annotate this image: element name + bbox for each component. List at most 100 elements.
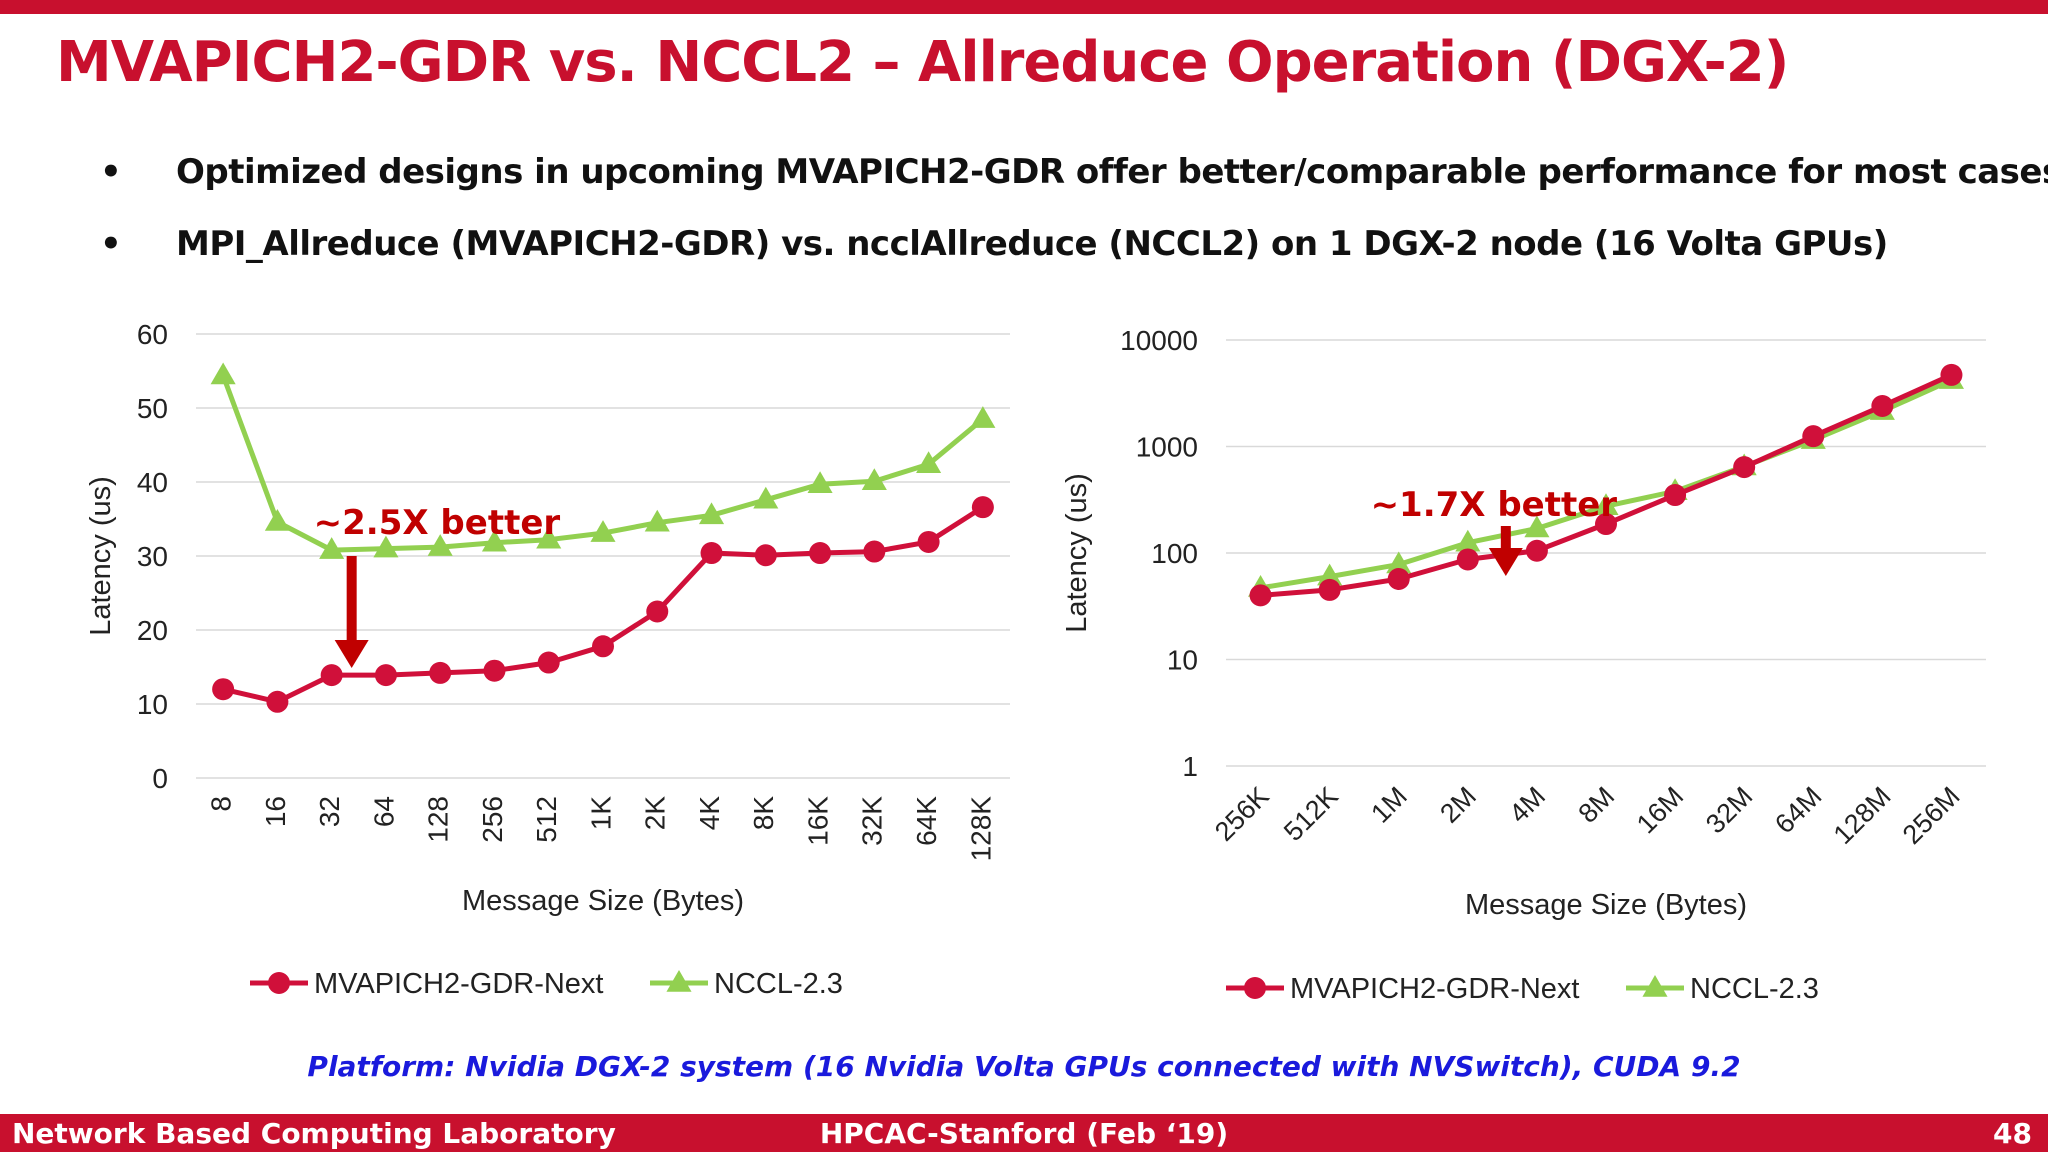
data-point — [1733, 456, 1756, 479]
x-tick-label: 128 — [423, 796, 454, 843]
y-tick-label: 1 — [1182, 751, 1198, 782]
data-point — [212, 678, 235, 701]
x-tick-label: 2M — [1434, 781, 1482, 829]
data-point — [1802, 425, 1825, 448]
data-point — [1387, 567, 1410, 590]
footer-bar: Network Based Computing Laboratory HPCAC… — [0, 1114, 2048, 1152]
data-point — [536, 526, 562, 549]
data-point — [374, 664, 397, 687]
y-tick-labels: 0 10 20 30 40 50 60 — [137, 319, 168, 794]
series-mvapich2-gdr-next — [1249, 363, 1963, 607]
series-nccl-2-3 — [210, 362, 996, 559]
x-tick-label: 16K — [802, 796, 833, 846]
legend-item: NCCL-2.3 — [650, 968, 843, 1000]
x-tick-label: 2K — [640, 796, 671, 831]
x-tick-label: 32 — [314, 796, 345, 827]
data-point — [1940, 363, 1963, 386]
x-tick-label: 256 — [477, 796, 508, 843]
y-tick-labels: 1 10 100 1000 10000 — [1120, 325, 1198, 782]
bullet-list: Optimized designs in upcoming MVAPICH2-G… — [100, 152, 2048, 296]
y-tick-label: 100 — [1151, 538, 1198, 569]
data-point — [481, 529, 508, 552]
data-point — [666, 970, 692, 992]
x-tick-label: 16 — [260, 796, 291, 827]
footer-lab-name: Network Based Computing Laboratory — [12, 1117, 616, 1150]
bullet-item: Optimized designs in upcoming MVAPICH2-G… — [100, 152, 2048, 192]
x-tick-label: 8K — [748, 796, 779, 831]
x-tick-labels: 256K 512K 1M 2M 4M 8M 16M 32M 64M 128M 256M — [1209, 781, 1966, 850]
data-point — [970, 406, 996, 428]
data-point — [646, 600, 669, 623]
y-tick-label: 0 — [152, 763, 168, 794]
x-tick-label: 512 — [531, 796, 562, 843]
x-axis-label: Message Size (Bytes) — [1465, 889, 1747, 921]
y-axis-label: Latency (us) — [85, 476, 117, 636]
x-tick-label: 256M — [1897, 781, 1966, 850]
data-point — [698, 502, 725, 525]
x-tick-label: 512K — [1278, 781, 1344, 847]
data-point — [1318, 578, 1341, 601]
legend-label: NCCL-2.3 — [1690, 973, 1819, 1005]
data-point — [753, 486, 779, 509]
bullet-item: MPI_Allreduce (MVAPICH2-GDR) vs. ncclAll… — [100, 224, 2020, 264]
annotation-text: ~2.5X better — [314, 503, 561, 543]
chart-small-messages: 0 10 20 30 40 50 60 8 16 32 64 128 256 512 1K 2K 4K 8K 16K… — [85, 319, 1010, 1000]
data-point — [1524, 515, 1550, 538]
chart-large-messages: 1 10 100 1000 10000 256K 512K 1M 2M 4M 8M 16M 32M 64M… — [1061, 325, 1986, 1005]
data-point — [592, 635, 614, 658]
legend: MVAPICH2-GDR-Next NCCL-2.3 — [250, 968, 843, 1000]
y-axis-label: Latency (us) — [1061, 473, 1093, 633]
data-point — [1244, 977, 1266, 999]
data-point — [319, 537, 345, 559]
data-point — [1664, 484, 1687, 507]
data-point — [427, 534, 453, 556]
data-point — [1317, 563, 1343, 586]
x-tick-label: 16M — [1631, 781, 1689, 839]
top-accent-bar — [0, 0, 2048, 14]
data-point — [971, 496, 994, 519]
data-point — [1456, 548, 1479, 571]
arrow-shaft — [346, 556, 357, 642]
y-tick-label: 10000 — [1120, 325, 1198, 356]
data-point — [1595, 513, 1617, 536]
slide-title: MVAPICH2-GDR vs. NCCL2 – Allreduce Opera… — [56, 30, 1789, 95]
platform-note: Platform: Nvidia DGX-2 system (16 Nvidia… — [307, 1050, 1741, 1083]
legend-label: NCCL-2.3 — [714, 968, 843, 1000]
gridlines — [196, 333, 1010, 779]
x-tick-label: 128M — [1828, 781, 1897, 850]
series-mvapich2-gdr-next — [212, 496, 994, 713]
data-point — [861, 468, 887, 491]
data-point — [1386, 551, 1412, 574]
x-tick-label: 32K — [857, 796, 888, 846]
arrow-shaft — [1500, 526, 1511, 550]
x-tick-label: 64K — [911, 796, 942, 846]
annotation-arrow — [334, 556, 369, 668]
legend-label: MVAPICH2-GDR-Next — [314, 968, 604, 1000]
data-point — [429, 661, 452, 684]
x-tick-label: 1M — [1365, 781, 1413, 829]
x-tick-labels: 8 16 32 64 128 256 512 1K 2K 4K 8K 16K 32K 64K 128K — [206, 796, 997, 862]
data-point — [809, 542, 832, 565]
x-axis-label: Message Size (Bytes) — [462, 885, 744, 917]
y-tick-label: 10 — [1167, 645, 1198, 676]
data-point — [210, 362, 236, 385]
data-point — [754, 544, 777, 567]
page-number: 48 — [1993, 1117, 2032, 1150]
data-point — [1455, 529, 1481, 552]
gridlines — [1226, 339, 1986, 767]
data-point — [917, 530, 940, 553]
x-tick-label: 128K — [965, 796, 996, 862]
x-tick-label: 64M — [1769, 781, 1827, 839]
data-point — [1871, 395, 1894, 418]
annotation-text: ~1.7X better — [1371, 485, 1618, 525]
data-point — [1642, 975, 1668, 997]
x-tick-label: 4K — [694, 796, 725, 831]
y-tick-label: 30 — [137, 541, 168, 572]
data-point — [320, 664, 343, 687]
data-point — [590, 520, 616, 542]
y-tick-label: 50 — [137, 393, 168, 424]
y-tick-label: 40 — [137, 467, 168, 498]
x-tick-label: 4M — [1503, 781, 1551, 829]
data-point — [373, 535, 399, 558]
legend-item: MVAPICH2-GDR-Next — [1226, 973, 1580, 1005]
